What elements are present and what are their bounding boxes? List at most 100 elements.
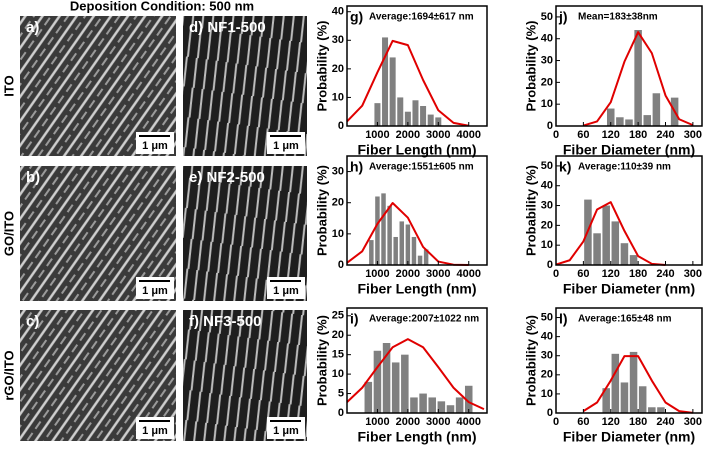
bar — [625, 119, 633, 126]
bar — [464, 385, 473, 413]
x-axis-label: Fiber Diameter (nm) — [563, 281, 695, 297]
bar — [364, 381, 373, 413]
x-tick-label: 180 — [629, 268, 647, 280]
panel-label: g) — [350, 9, 363, 25]
x-tick-label: 60 — [577, 416, 589, 428]
bar — [397, 97, 404, 126]
x-tick-label: 60 — [577, 129, 589, 141]
y-tick-label: 30 — [541, 350, 553, 362]
panel-label: j) — [558, 9, 568, 25]
y-tick-label: 20 — [541, 369, 553, 381]
y-tick-label: 25 — [332, 310, 344, 322]
y-tick-label: 40 — [332, 6, 344, 18]
bar — [412, 100, 419, 126]
scale-bar-bg — [267, 417, 305, 439]
bar — [393, 236, 398, 265]
scale-label: 1 μm — [273, 140, 299, 152]
bar — [437, 401, 446, 413]
panel-label: a) — [26, 19, 39, 36]
bar — [629, 255, 638, 265]
plot-frame — [346, 5, 488, 127]
x-axis-label: Fiber Length (nm) — [358, 429, 477, 445]
x-tick-label: 3000 — [426, 129, 450, 141]
x-tick-label: 300 — [684, 416, 702, 428]
bar — [620, 243, 629, 265]
bar — [411, 236, 417, 265]
y-tick-label: 20 — [541, 219, 553, 231]
bar — [648, 407, 656, 413]
y-tick-label: 10 — [541, 98, 553, 110]
fit-curve — [583, 31, 694, 127]
figure-title: Deposition Condition: 500 nm — [70, 0, 254, 13]
y-axis-label: Probability (%) — [314, 315, 329, 406]
y-tick-label: 15 — [332, 349, 344, 361]
x-tick-label: 120 — [602, 268, 620, 280]
y-tick-label: 10 — [332, 368, 344, 380]
bar — [606, 108, 615, 126]
y-tick-label: 10 — [332, 91, 344, 103]
x-tick-label: 240 — [656, 416, 674, 428]
x-tick-label: 1000 — [365, 129, 389, 141]
y-tick-label: 40 — [541, 33, 553, 45]
panel-label: f) NF3-500 — [189, 313, 262, 330]
bar — [375, 196, 380, 265]
x-tick-label: 180 — [629, 416, 647, 428]
y-tick-label: 50 — [541, 11, 553, 23]
bar — [423, 249, 429, 265]
x-tick-label: 0 — [553, 416, 559, 428]
annotation: Average:2007±1022 nm — [369, 314, 479, 325]
x-tick-label: 240 — [656, 129, 674, 141]
y-tick-label: 0 — [547, 259, 553, 271]
plot-frame — [555, 5, 703, 127]
x-axis-label: Fiber Length (nm) — [358, 281, 477, 297]
scale-bar-bg — [136, 277, 174, 299]
bar — [410, 397, 418, 413]
x-tick-label: 1000 — [365, 268, 389, 280]
scale-bar-bg — [267, 132, 305, 154]
y-tick-label: 10 — [541, 388, 553, 400]
x-tick-label: 2000 — [396, 268, 420, 280]
bar — [602, 388, 610, 413]
bar — [369, 240, 374, 265]
y-tick-label: 30 — [541, 54, 553, 66]
bar — [638, 386, 647, 413]
bar — [389, 57, 396, 126]
bar — [593, 233, 601, 265]
panel-label: i) — [350, 311, 359, 327]
y-tick-label: 40 — [541, 331, 553, 343]
y-tick-label: 50 — [541, 311, 553, 323]
scale-label: 1 μm — [273, 425, 299, 437]
y-tick-label: 0 — [338, 120, 344, 132]
x-tick-label: 0 — [553, 129, 559, 141]
panel-label: h) — [350, 159, 363, 175]
panel-label: c) — [26, 313, 39, 330]
scale-label: 1 μm — [273, 285, 299, 297]
x-tick-label: 3000 — [426, 416, 450, 428]
y-tick-label: 10 — [332, 228, 344, 240]
x-tick-label: 2000 — [396, 416, 420, 428]
bar — [381, 193, 386, 265]
bar — [428, 397, 436, 413]
bar — [391, 362, 400, 413]
annotation: Average:110±39 nm — [578, 162, 671, 173]
annotation: Average:1551±605 nm — [369, 162, 474, 173]
x-tick-label: 60 — [577, 268, 589, 280]
panel-label: e) NF2-500 — [189, 169, 265, 186]
bar — [455, 397, 464, 413]
y-axis-label: Probability (%) — [314, 165, 329, 256]
fit-curve — [346, 39, 469, 127]
bar — [446, 405, 455, 413]
bar — [602, 205, 610, 265]
y-tick-label: 20 — [332, 329, 344, 341]
y-tick-label: 20 — [541, 76, 553, 88]
bar — [419, 393, 427, 413]
scale-bar-bg — [136, 132, 174, 154]
scale-bar-bg — [267, 277, 305, 299]
y-tick-label: 30 — [541, 199, 553, 211]
x-tick-label: 120 — [602, 416, 620, 428]
y-tick-label: 0 — [547, 120, 553, 132]
bar — [382, 343, 391, 413]
x-tick-label: 300 — [684, 268, 702, 280]
